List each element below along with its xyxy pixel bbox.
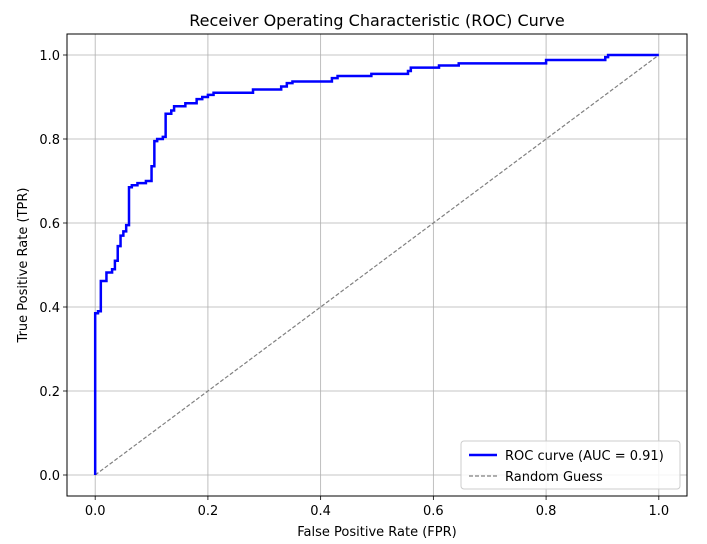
y-tick-label: 0.4: [39, 301, 60, 316]
random-guess-line: [94, 54, 660, 476]
chart-title: Receiver Operating Characteristic (ROC) …: [189, 11, 564, 30]
legend-box: [460, 440, 681, 490]
y-tick-label: 0.2: [39, 385, 60, 400]
x-axis-ticks: 0.0 0.2 0.4 0.6 0.8 1.0: [85, 496, 669, 519]
series-layer: [93, 53, 660, 476]
y-tick-label: 0.0: [39, 469, 60, 484]
y-tick-label: 1.0: [39, 49, 60, 64]
y-tick-label: 0.6: [39, 217, 60, 232]
x-tick-label: 0.4: [310, 504, 331, 519]
x-tick-label: 0.8: [536, 504, 557, 519]
x-tick-label: 0.0: [85, 504, 106, 519]
roc-curve-line: [93, 53, 659, 475]
y-axis-ticks: 0.0 0.2 0.4 0.6 0.8 1.0: [39, 49, 67, 484]
x-tick-label: 0.6: [423, 504, 444, 519]
plot-frame: [66, 33, 688, 497]
grid-lines: [67, 34, 687, 496]
x-tick-label: 0.2: [198, 504, 219, 519]
x-axis-label: False Positive Rate (FPR): [297, 525, 456, 540]
legend-random-label: Random Guess: [505, 470, 603, 485]
y-axis-label: True Positive Rate (TPR): [16, 188, 31, 344]
x-tick-label: 1.0: [648, 504, 669, 519]
legend: ROC curve (AUC = 0.91) Random Guess: [460, 440, 681, 490]
legend-roc-label: ROC curve (AUC = 0.91): [505, 449, 664, 464]
y-tick-label: 0.8: [39, 133, 60, 148]
